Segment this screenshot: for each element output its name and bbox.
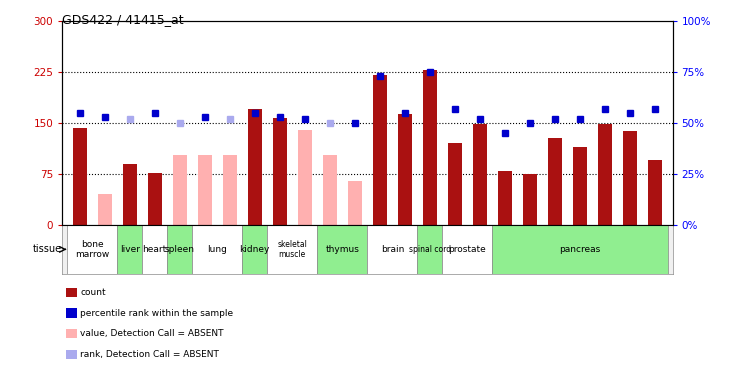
- Bar: [192, 225, 242, 274]
- Bar: [123, 164, 137, 225]
- Text: thymus: thymus: [325, 245, 359, 254]
- Text: heart: heart: [143, 245, 167, 254]
- Bar: [598, 124, 612, 225]
- Bar: [273, 118, 287, 225]
- Bar: [242, 225, 268, 274]
- Bar: [448, 143, 462, 225]
- Bar: [117, 225, 143, 274]
- Text: value, Detection Call = ABSENT: value, Detection Call = ABSENT: [80, 329, 224, 338]
- Text: GDS422 / 41415_at: GDS422 / 41415_at: [62, 13, 183, 26]
- Bar: [623, 131, 637, 225]
- Text: prostate: prostate: [449, 245, 486, 254]
- Bar: [317, 225, 367, 274]
- Text: tissue: tissue: [33, 244, 62, 254]
- Bar: [367, 225, 417, 274]
- Bar: [73, 128, 86, 225]
- Bar: [498, 171, 512, 225]
- Bar: [98, 194, 112, 225]
- Bar: [523, 174, 537, 225]
- Bar: [248, 109, 262, 225]
- Text: brain: brain: [381, 245, 404, 254]
- Text: kidney: kidney: [240, 245, 270, 254]
- Bar: [323, 155, 337, 225]
- Text: rank, Detection Call = ABSENT: rank, Detection Call = ABSENT: [80, 350, 219, 359]
- Bar: [573, 147, 587, 225]
- Bar: [398, 114, 412, 225]
- Bar: [143, 225, 167, 274]
- Bar: [548, 138, 562, 225]
- Text: spinal cord: spinal cord: [409, 245, 451, 254]
- Bar: [648, 160, 662, 225]
- Text: lung: lung: [208, 245, 227, 254]
- Bar: [167, 225, 192, 274]
- Bar: [198, 155, 211, 225]
- Text: count: count: [80, 288, 106, 297]
- Bar: [67, 225, 117, 274]
- Bar: [423, 70, 436, 225]
- Text: liver: liver: [120, 245, 140, 254]
- Text: pancreas: pancreas: [559, 245, 601, 254]
- Bar: [373, 75, 387, 225]
- Text: percentile rank within the sample: percentile rank within the sample: [80, 309, 233, 318]
- Bar: [223, 155, 237, 225]
- Bar: [417, 225, 442, 274]
- Text: spleen: spleen: [164, 245, 194, 254]
- Bar: [442, 225, 493, 274]
- Bar: [473, 124, 487, 225]
- Bar: [493, 225, 667, 274]
- Bar: [148, 172, 162, 225]
- Bar: [173, 155, 186, 225]
- Text: skeletal
muscle: skeletal muscle: [277, 240, 307, 259]
- Bar: [268, 225, 317, 274]
- Bar: [298, 130, 311, 225]
- Bar: [348, 181, 362, 225]
- Text: bone
marrow: bone marrow: [75, 240, 109, 259]
